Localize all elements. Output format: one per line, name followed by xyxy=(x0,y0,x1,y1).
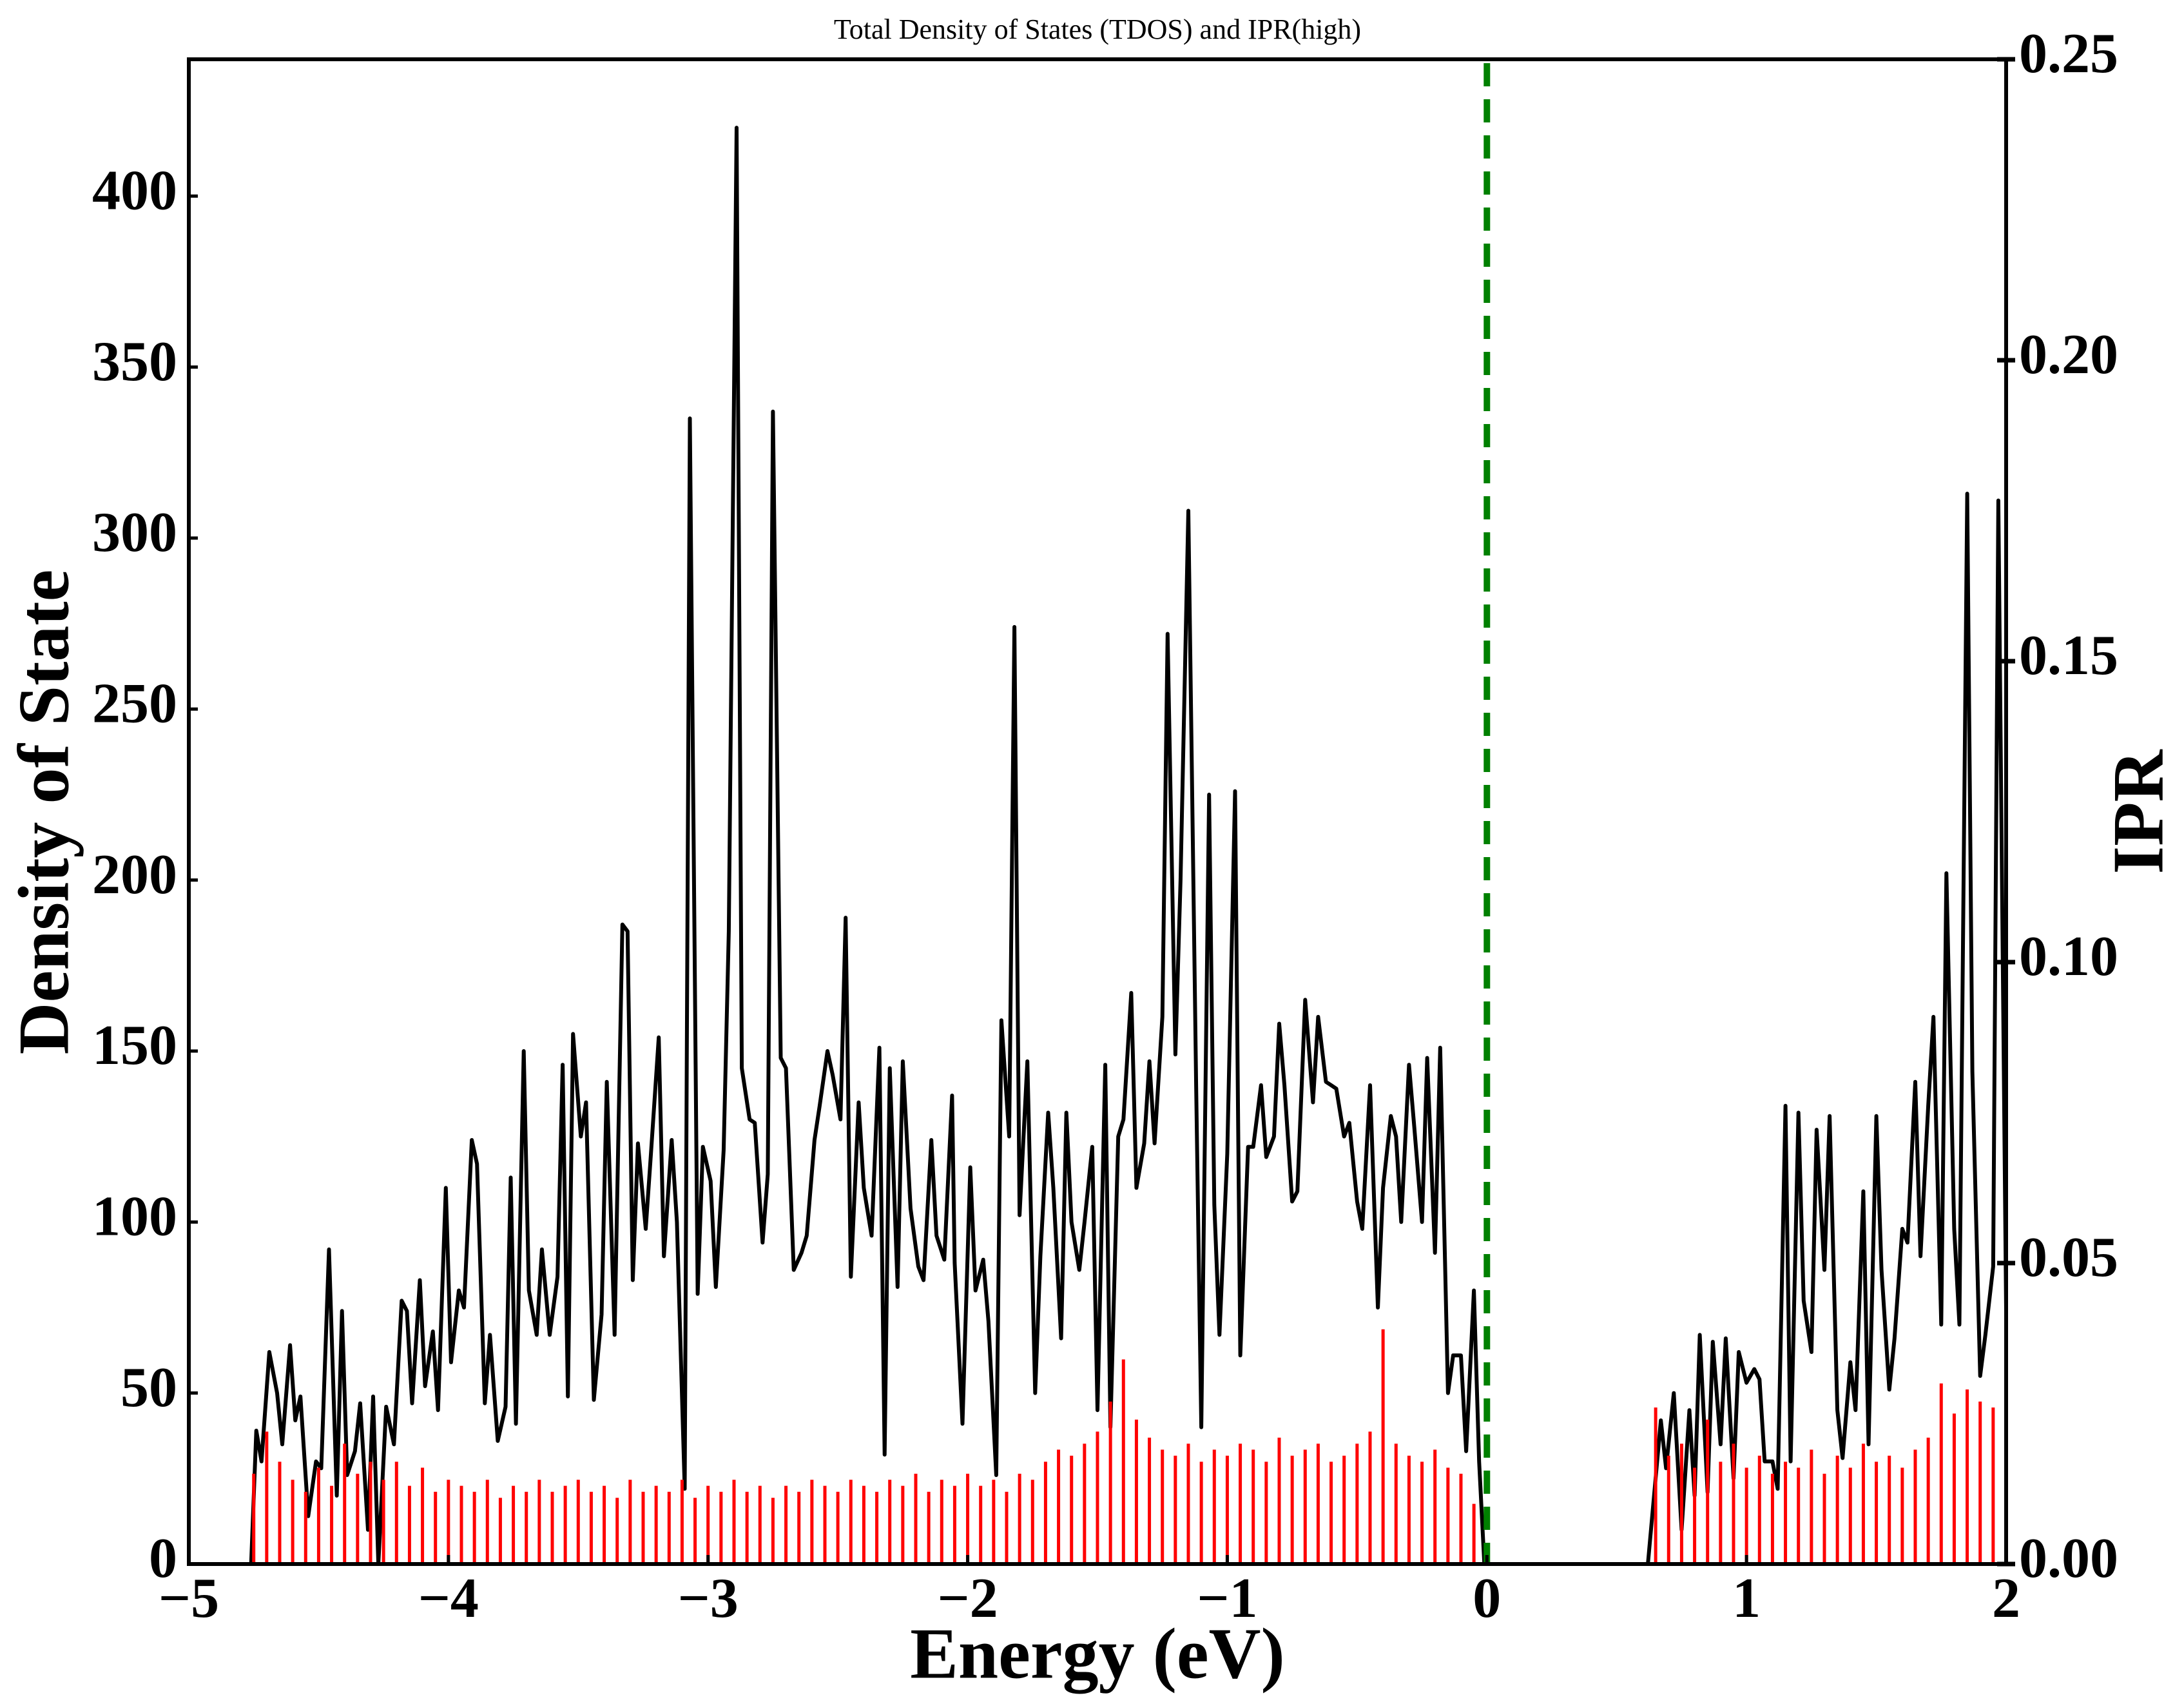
y-tick-label: 50 xyxy=(121,1357,177,1419)
y2-tick-label: 0.00 xyxy=(2019,1527,2118,1590)
y2-tick-label: 0.15 xyxy=(2019,624,2118,687)
y2-tick-label: 0.10 xyxy=(2019,925,2118,988)
x-tick-label: −1 xyxy=(1197,1567,1257,1630)
x-tick-label: −3 xyxy=(678,1567,739,1630)
y-tick-label: 100 xyxy=(92,1186,177,1248)
x-tick-label: 2 xyxy=(1992,1567,2020,1630)
y-tick-label: 0 xyxy=(149,1527,177,1590)
chart-title: Total Density of States (TDOS) and IPR(h… xyxy=(834,14,1361,45)
y-tick-label: 200 xyxy=(92,844,177,906)
x-tick-label: −4 xyxy=(418,1567,479,1630)
x-tick-label: −2 xyxy=(937,1567,998,1630)
y-tick-label: 350 xyxy=(92,331,177,393)
plot-frame xyxy=(187,57,2008,1566)
y2-tick-label: 0.20 xyxy=(2019,324,2118,386)
y-axis-label: Density of State xyxy=(5,570,84,1055)
tdos-line xyxy=(249,126,2008,1566)
x-axis-label: Energy (eV) xyxy=(910,1614,1285,1694)
y-tick-label: 300 xyxy=(92,501,177,564)
y2-axis-label: IPR xyxy=(2099,749,2179,874)
x-tick-label: 1 xyxy=(1732,1567,1761,1630)
y2-tick-label: 0.25 xyxy=(2019,23,2118,85)
y-tick-label: 400 xyxy=(92,159,177,222)
y-tick-label: 150 xyxy=(92,1014,177,1077)
y2-tick-label: 0.05 xyxy=(2019,1226,2118,1289)
y-tick-label: 250 xyxy=(92,672,177,735)
x-tick-label: −5 xyxy=(159,1567,219,1630)
x-tick-label: 0 xyxy=(1473,1567,1501,1630)
